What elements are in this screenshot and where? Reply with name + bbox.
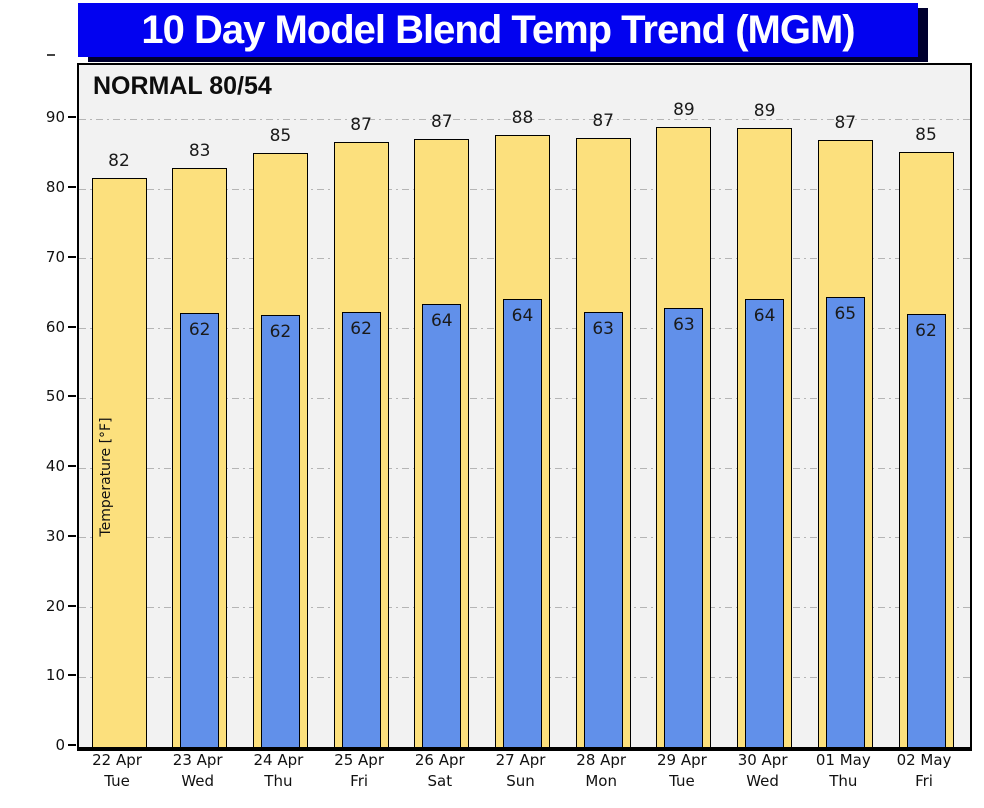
x-tick-date: 24 Apr [253, 751, 304, 769]
y-tick-label-0: 0 [55, 736, 65, 754]
y-tick-80 [68, 186, 76, 189]
y-tick-0 [68, 744, 76, 746]
low-temp-bar-01-May [825, 297, 865, 747]
high-temp-value: 85 [269, 125, 292, 146]
x-tick-day: Fri [350, 772, 369, 790]
x-tick-label-23-Apr: 23 Apr Wed [153, 750, 243, 792]
x-tick-day: Wed [181, 772, 215, 790]
low-temp-value: 62 [915, 320, 937, 341]
y-tick-70 [68, 255, 76, 258]
y-tick-90 [68, 116, 76, 119]
x-tick-date: 28 Apr [576, 751, 627, 769]
x-tick-label-22-Apr: 22 Apr Tue [72, 750, 162, 792]
high-temp-value: 87 [430, 111, 453, 132]
x-tick-date: 02 May [896, 751, 952, 769]
high-temp-value: 83 [188, 140, 211, 161]
low-temp-value: 62 [188, 320, 211, 341]
x-tick-day: Thu [829, 772, 858, 790]
x-tick-date: 22 Apr [92, 751, 142, 769]
x-tick-day: Thu [264, 772, 293, 790]
x-tick-date: 27 Apr [495, 751, 546, 769]
y-tick-10 [68, 674, 76, 677]
x-tick-label-27-Apr: 27 Apr Sun [476, 750, 566, 792]
x-tick-date: 26 Apr [414, 751, 465, 769]
low-temp-bar-29-Apr [664, 307, 704, 747]
x-tick-day: Mon [585, 772, 617, 790]
title-banner: 10 Day Model Blend Temp Trend (MGM) [78, 3, 918, 57]
low-temp-value: 62 [350, 318, 372, 339]
x-tick-label-01-May: 01 May Thu [798, 750, 888, 792]
low-temp-bar-28-Apr [583, 311, 623, 747]
y-tick-label-10: 10 [45, 666, 65, 685]
low-temp-value: 64 [430, 311, 453, 332]
x-tick-label-26-Apr: 26 Apr Sat [395, 750, 485, 792]
low-temp-bar-25-Apr [341, 311, 381, 747]
clipped-top-tick [47, 54, 55, 56]
low-temp-bar-02-May [906, 313, 946, 747]
low-temp-bar-24-Apr [260, 315, 300, 747]
x-tick-day: Sun [506, 772, 535, 790]
low-temp-bar-26-Apr [422, 304, 462, 747]
x-tick-day: Wed [746, 772, 779, 790]
y-tick-label-20: 20 [45, 596, 65, 615]
y-tick-label-80: 80 [45, 178, 65, 197]
y-tick-label-50: 50 [45, 387, 65, 406]
low-temp-value: 64 [511, 306, 534, 327]
high-temp-value: 87 [592, 111, 614, 132]
high-temp-value: 89 [753, 101, 776, 122]
high-temp-value: 87 [834, 112, 857, 133]
low-temp-value: 62 [269, 322, 292, 343]
x-tick-label-25-Apr: 25 Apr Fri [314, 750, 404, 792]
x-tick-day: Fri [915, 772, 933, 790]
high-temp-value: 82 [108, 150, 130, 171]
y-tick-label-70: 70 [45, 247, 65, 266]
x-tick-date: 01 May [815, 751, 871, 769]
x-tick-date: 30 Apr [737, 751, 788, 769]
y-tick-label-30: 30 [45, 526, 65, 545]
y-tick-20 [68, 604, 76, 607]
page-title: 10 Day Model Blend Temp Trend (MGM) [141, 7, 855, 52]
x-tick-date: 23 Apr [172, 751, 223, 769]
high-temp-value: 88 [511, 108, 534, 129]
x-tick-day: Tue [104, 772, 130, 790]
y-tick-50 [68, 395, 76, 398]
low-temp-value: 63 [673, 314, 695, 335]
x-tick-label-24-Apr: 24 Apr Thu [233, 750, 323, 792]
high-temp-value: 85 [915, 125, 937, 146]
y-tick-60 [68, 325, 76, 328]
normal-temps-annotation: NORMAL 80/54 [93, 72, 272, 100]
low-temp-value: 64 [753, 305, 776, 326]
low-temp-value: 65 [834, 304, 857, 325]
y-tick-label-60: 60 [45, 317, 65, 336]
x-tick-day: Sat [427, 772, 453, 790]
x-tick-label-30-Apr: 30 Apr Wed [718, 750, 808, 792]
x-tick-label-28-Apr: 28 Apr Mon [556, 750, 646, 792]
x-tick-day: Tue [669, 772, 695, 790]
high-temp-value: 89 [673, 100, 695, 121]
x-tick-date: 29 Apr [656, 751, 707, 769]
x-tick-label-29-Apr: 29 Apr Tue [637, 750, 727, 792]
y-axis-title: Temperature [°F] [98, 417, 114, 537]
y-tick-40 [68, 465, 76, 468]
y-tick-label-40: 40 [45, 457, 65, 476]
high-temp-value: 87 [350, 115, 372, 136]
x-tick-date: 25 Apr [334, 751, 384, 769]
low-temp-value: 63 [592, 318, 614, 339]
chart-canvas: 82 83 62 85 62 87 62 87 64 88 64 87 63 89 63 89 64 87 65 85… [79, 65, 970, 747]
y-tick-30 [68, 534, 76, 537]
low-temp-bar-23-Apr [180, 313, 220, 747]
low-temp-bar-30-Apr [745, 298, 785, 747]
chart-plot-area: 82 83 62 85 62 87 62 87 64 88 64 87 63 89 63 89 64 87 65 85… [77, 63, 972, 751]
high-temp-bar-22-Apr [91, 177, 147, 747]
x-tick-label-02-May: 02 May Fri [879, 750, 969, 792]
y-tick-label-90: 90 [45, 108, 65, 127]
gridline-90 [79, 118, 970, 120]
low-temp-bar-27-Apr [503, 299, 542, 747]
